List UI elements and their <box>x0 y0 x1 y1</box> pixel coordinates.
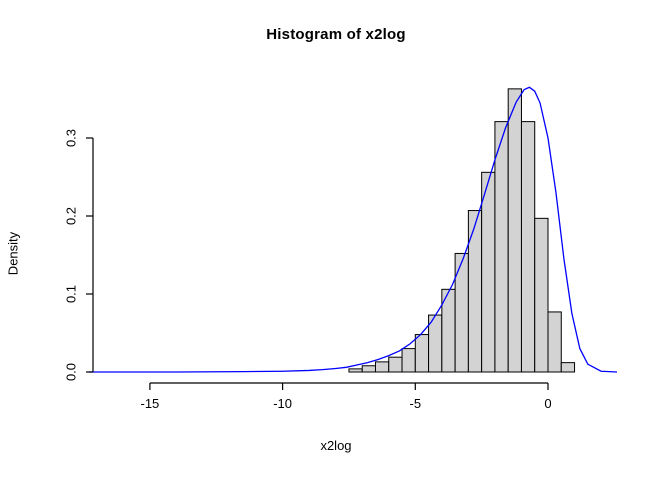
x-axis-tick-label: 0 <box>544 396 551 411</box>
y-axis-tick-label: 0.0 <box>63 363 78 381</box>
x-axis-tick-label: -10 <box>273 396 292 411</box>
histogram-bar <box>454 252 469 373</box>
histogram-bar <box>481 171 496 373</box>
histogram-bar <box>560 362 576 373</box>
histogram-bar <box>547 311 562 373</box>
histogram-bar <box>507 88 522 373</box>
y-axis-label: Density <box>5 231 21 276</box>
histogram-bar <box>534 217 549 373</box>
histogram-bar <box>414 334 430 373</box>
histogram-bar <box>520 121 536 373</box>
density-curve <box>88 86 618 373</box>
y-axis-tick-label: 0.2 <box>63 207 78 225</box>
y-axis-tick-label: 0.3 <box>63 129 78 147</box>
histogram-bar <box>348 368 363 373</box>
histogram-bar <box>494 121 509 373</box>
x-axis: -15 -10 -5 0 <box>141 382 552 411</box>
x-axis-label: x2log <box>320 438 352 453</box>
histogram-bar <box>401 348 416 373</box>
y-axis-tick-label: 0.1 <box>63 285 78 303</box>
y-axis: 0.0 0.1 0.2 0.3 <box>63 129 94 381</box>
histogram-bar <box>361 365 376 373</box>
histogram-bar <box>388 356 403 373</box>
histogram-bars <box>348 88 576 373</box>
x-axis-tick-label: -5 <box>410 396 422 411</box>
page-title: Histogram of x2log <box>266 26 406 43</box>
x-axis-tick-label: -15 <box>141 396 160 411</box>
histogram-bar <box>374 361 390 373</box>
histogram-bar <box>467 210 483 373</box>
